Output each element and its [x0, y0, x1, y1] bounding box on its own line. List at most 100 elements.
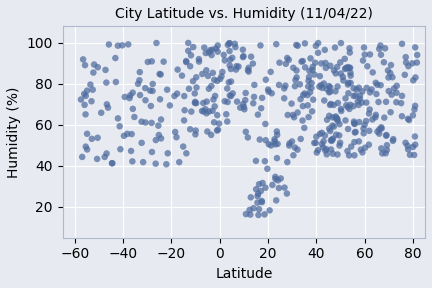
Point [383, 133, 390, 137]
Point [391, 86, 397, 91]
Point [79, 155, 86, 159]
Point [308, 81, 315, 85]
Point [127, 149, 134, 153]
Point [276, 186, 283, 190]
Point [89, 87, 96, 92]
Point [249, 61, 256, 66]
Point [334, 117, 341, 121]
Point [372, 80, 379, 85]
Point [166, 103, 173, 108]
Point [334, 84, 341, 89]
Point [409, 61, 416, 66]
Point [125, 42, 132, 47]
Point [318, 61, 325, 66]
Point [267, 70, 274, 74]
Point [334, 101, 341, 105]
Point [326, 126, 333, 131]
Point [307, 56, 314, 61]
Point [305, 75, 312, 79]
Point [334, 152, 341, 157]
Point [241, 105, 248, 109]
Point [355, 103, 362, 107]
Point [281, 185, 288, 190]
Point [94, 135, 101, 140]
Point [351, 130, 358, 135]
Point [214, 49, 221, 54]
Point [329, 123, 336, 128]
Point [88, 99, 95, 104]
Point [234, 99, 241, 104]
Point [149, 89, 156, 93]
Point [229, 91, 236, 96]
Point [333, 132, 340, 137]
Point [272, 177, 279, 181]
Point [89, 137, 95, 141]
Point [306, 69, 313, 73]
Point [265, 87, 272, 92]
Point [180, 144, 187, 149]
Point [271, 137, 278, 142]
Point [296, 82, 303, 87]
Y-axis label: Humidity (%): Humidity (%) [7, 86, 21, 178]
Point [344, 65, 351, 69]
Point [332, 71, 339, 76]
Point [318, 142, 325, 146]
Point [336, 143, 343, 148]
Point [190, 79, 197, 84]
Point [155, 123, 162, 128]
Point [369, 117, 376, 122]
Point [352, 93, 359, 98]
Point [127, 93, 133, 98]
Point [181, 108, 188, 113]
Point [321, 133, 328, 138]
Point [82, 63, 89, 67]
Point [101, 155, 108, 159]
Point [203, 99, 210, 104]
Point [289, 113, 296, 117]
Point [393, 100, 400, 105]
Point [196, 59, 203, 64]
Point [207, 48, 214, 52]
Point [310, 97, 317, 102]
Point [129, 159, 136, 164]
Point [211, 120, 218, 125]
Point [286, 143, 292, 148]
Point [129, 90, 136, 95]
Point [412, 142, 419, 147]
Point [399, 41, 406, 46]
Point [258, 199, 265, 203]
Point [312, 60, 319, 65]
Point [242, 130, 249, 134]
Point [414, 53, 421, 57]
Point [350, 86, 357, 90]
Point [320, 145, 327, 149]
Point [362, 145, 368, 150]
Point [153, 41, 160, 45]
Point [376, 127, 383, 132]
Point [290, 65, 297, 70]
Point [226, 49, 233, 53]
Point [413, 60, 420, 65]
Point [294, 43, 301, 48]
Point [364, 64, 371, 69]
Point [181, 94, 187, 98]
Point [173, 135, 180, 139]
Point [365, 142, 372, 147]
Point [109, 161, 116, 166]
Point [273, 156, 280, 160]
Point [379, 151, 386, 156]
Point [332, 115, 339, 120]
Point [308, 86, 315, 90]
Point [242, 98, 249, 102]
Point [385, 75, 392, 80]
Point [259, 96, 266, 100]
Point [302, 41, 308, 46]
Point [108, 161, 115, 166]
Point [361, 123, 368, 127]
Point [323, 152, 330, 157]
Point [116, 124, 123, 128]
Point [402, 141, 409, 145]
Point [411, 153, 418, 157]
Point [316, 74, 323, 78]
Point [360, 126, 367, 131]
